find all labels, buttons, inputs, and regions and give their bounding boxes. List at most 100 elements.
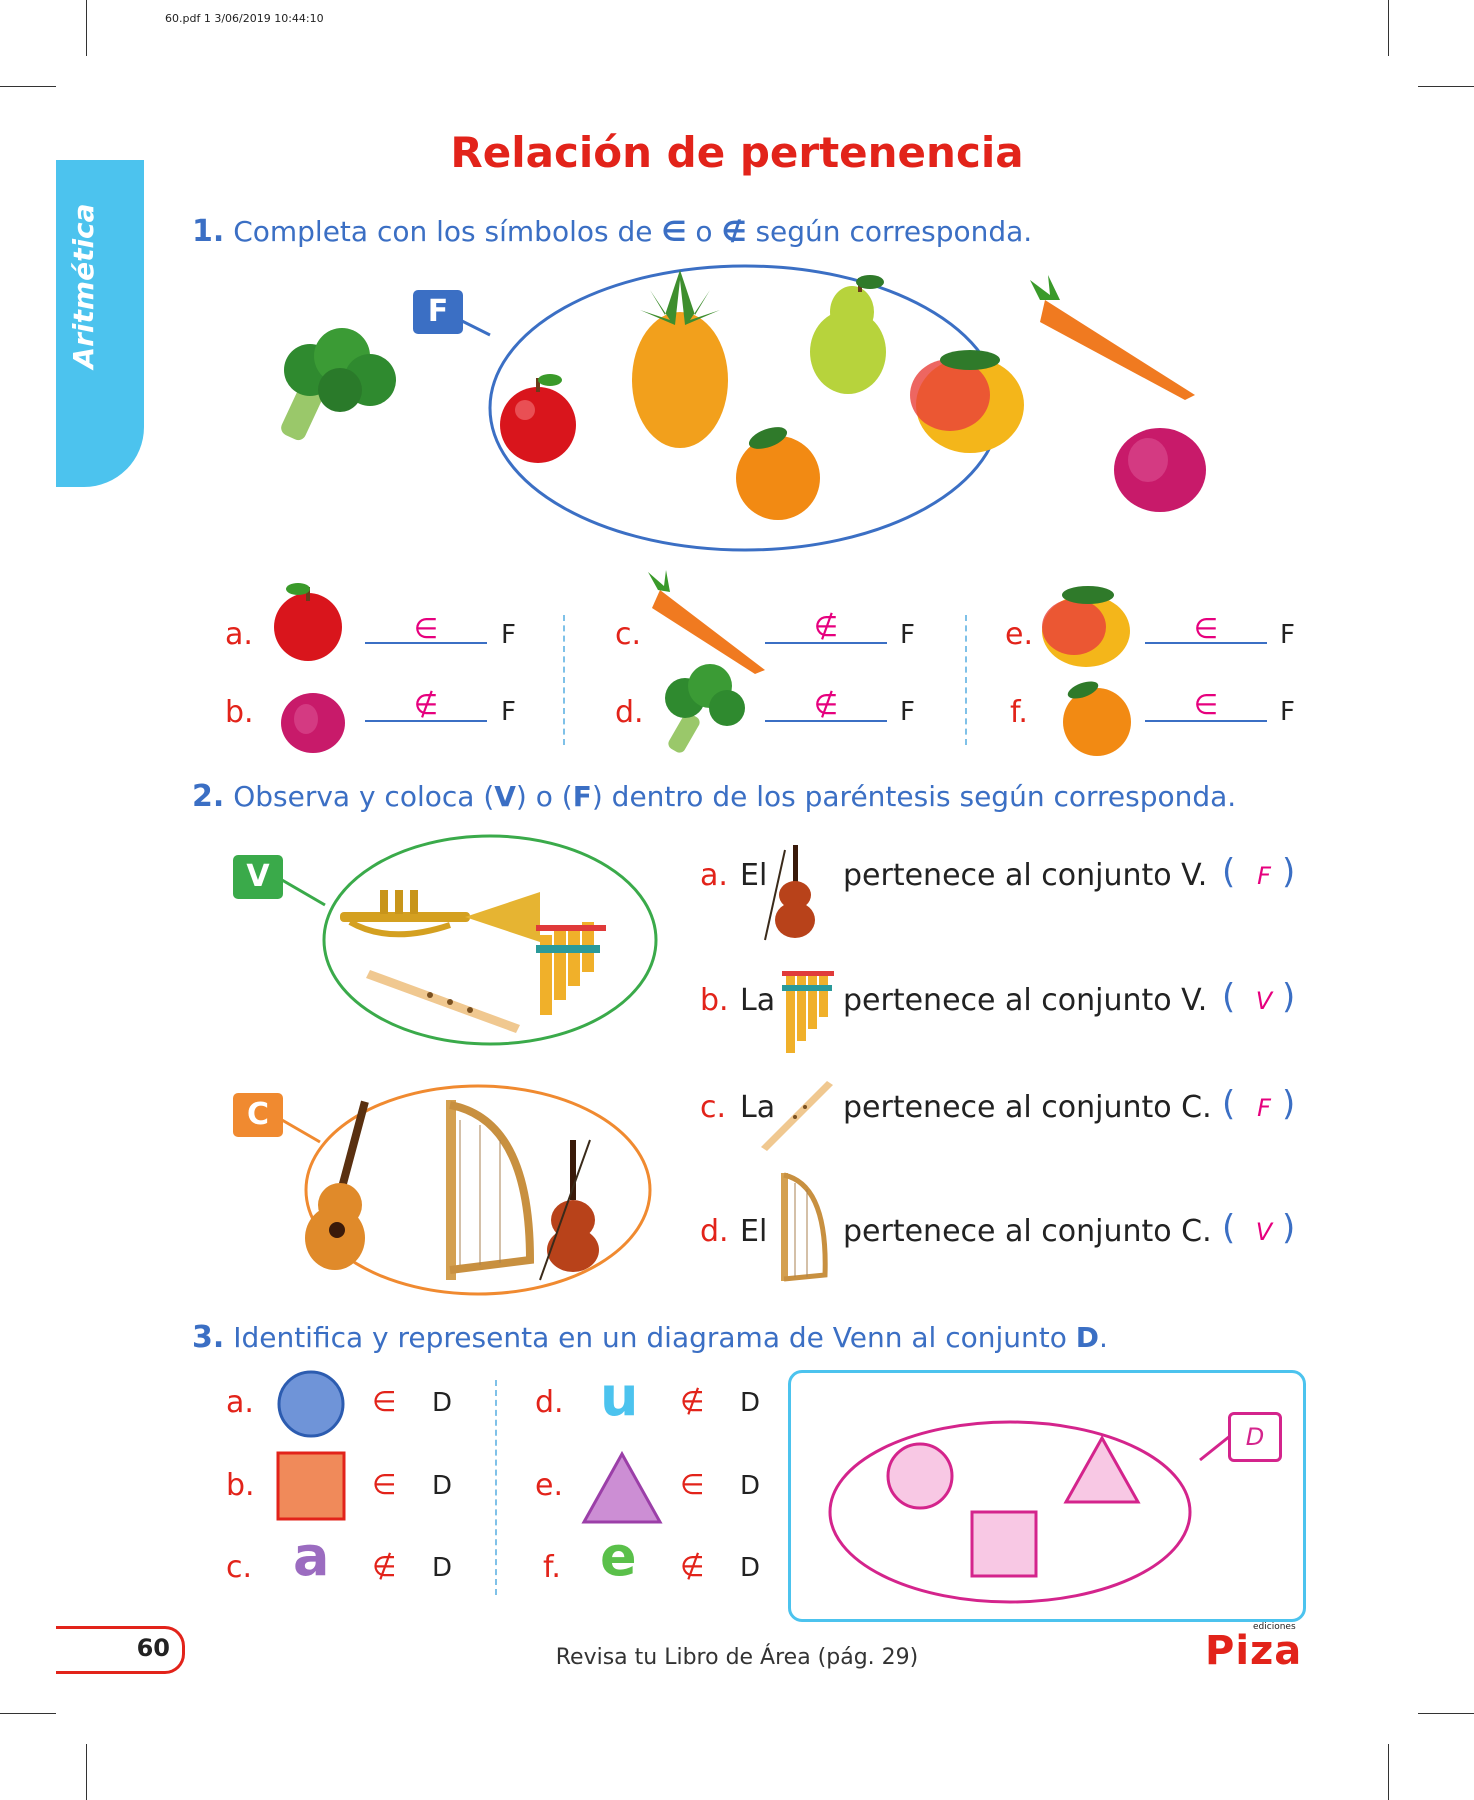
panpipe-icon bbox=[536, 922, 606, 1015]
harp-icon bbox=[781, 1172, 828, 1282]
page-number-box: 60 bbox=[56, 1626, 185, 1674]
set-letter: F bbox=[501, 620, 516, 650]
set-v-ellipse bbox=[322, 834, 658, 1046]
statement-article: El bbox=[740, 1214, 768, 1249]
row-letter: d. bbox=[615, 695, 644, 730]
row-letter: e. bbox=[1005, 617, 1033, 652]
set-v-badge: V bbox=[233, 855, 283, 899]
set-letter: F bbox=[900, 620, 915, 650]
row-letter: a. bbox=[225, 617, 253, 652]
set-letter: D bbox=[432, 1388, 453, 1418]
page-title: Relación de pertenencia bbox=[450, 128, 1024, 177]
onion-icon bbox=[281, 693, 345, 753]
crop-mark bbox=[86, 1744, 87, 1800]
divider bbox=[495, 1380, 497, 1595]
set-c-diagram bbox=[281, 1084, 652, 1296]
row-letter: b. bbox=[225, 695, 254, 730]
question-text: según corresponda. bbox=[755, 215, 1033, 248]
page-number: 60 bbox=[136, 1634, 170, 1662]
answer-input[interactable]: V bbox=[1255, 987, 1273, 1015]
paren-close: ) bbox=[1282, 1084, 1296, 1124]
set-letter: F bbox=[501, 697, 516, 727]
panpipe-icon bbox=[782, 971, 834, 1053]
question-number: 2. bbox=[192, 779, 225, 814]
fruit-set-diagram bbox=[281, 264, 1206, 552]
statement-letter: b. bbox=[700, 983, 729, 1018]
sidebar-label: Aritmética bbox=[67, 203, 100, 369]
row-letter: d. bbox=[535, 1385, 564, 1420]
set-c-badge: C bbox=[233, 1093, 283, 1137]
answer-symbol: ∉ bbox=[813, 610, 839, 643]
set-f-badge: F bbox=[413, 290, 463, 334]
answer-line bbox=[1145, 642, 1267, 644]
set-letter: D bbox=[432, 1553, 453, 1583]
set-letter: F bbox=[900, 697, 915, 727]
letter-u-glyph: u bbox=[600, 1365, 639, 1428]
recorder-flute-icon bbox=[366, 970, 520, 1033]
question-number: 1. bbox=[192, 214, 225, 249]
answer-line bbox=[1145, 720, 1267, 722]
statement-text: pertenece al conjunto C. bbox=[843, 1090, 1212, 1125]
paren-close: ) bbox=[1282, 977, 1296, 1017]
orange-icon bbox=[736, 427, 820, 520]
answer-symbol: ∉ bbox=[413, 688, 439, 721]
pear-icon bbox=[810, 275, 886, 394]
letter-a-glyph: a bbox=[293, 1525, 330, 1588]
question-text: o bbox=[695, 215, 713, 248]
apple-icon bbox=[500, 374, 576, 463]
question-text: Completa con los símbolos de bbox=[233, 215, 653, 248]
answer-input[interactable]: F bbox=[1257, 862, 1271, 890]
membership-symbol: ∉ bbox=[372, 1550, 397, 1583]
row-letter: c. bbox=[226, 1550, 253, 1585]
paren-close: ) bbox=[1282, 1208, 1296, 1248]
apple-icon bbox=[274, 583, 342, 661]
set-d-label: D bbox=[1228, 1412, 1282, 1462]
set-name: D bbox=[1075, 1321, 1100, 1354]
blue-circle-shape bbox=[277, 1370, 345, 1438]
paren-open: ( bbox=[1222, 1208, 1236, 1248]
crop-mark bbox=[86, 0, 87, 56]
paren-open: ( bbox=[1222, 1084, 1236, 1124]
circle-element bbox=[886, 1442, 954, 1510]
row-letter: f. bbox=[543, 1550, 561, 1585]
violin-icon bbox=[539, 1139, 599, 1281]
membership-symbol: ∈ bbox=[680, 1468, 705, 1501]
mango-icon bbox=[1042, 586, 1130, 667]
statement-text: pertenece al conjunto V. bbox=[843, 983, 1208, 1018]
set-letter: D bbox=[740, 1388, 761, 1418]
violin-icon bbox=[764, 845, 815, 941]
question-text: ) dentro de los paréntesis según corresp… bbox=[591, 780, 1237, 813]
paren-close: ) bbox=[1282, 852, 1296, 892]
period: . bbox=[1099, 1321, 1108, 1354]
answer-input[interactable]: V bbox=[1255, 1218, 1273, 1246]
crop-mark bbox=[0, 86, 56, 87]
answer-symbol: ∉ bbox=[813, 688, 839, 721]
membership-symbol: ∈ bbox=[372, 1385, 397, 1418]
publisher-logo: Piza ediciones bbox=[1205, 1622, 1303, 1674]
logo-subtext: ediciones bbox=[1253, 1622, 1296, 1632]
set-letter: F bbox=[1280, 620, 1295, 650]
purple-triangle-shape bbox=[581, 1450, 663, 1524]
statement-article: El bbox=[740, 858, 768, 893]
venn-diagram-d bbox=[828, 1420, 1231, 1604]
row-letter: f. bbox=[1010, 695, 1028, 730]
crop-mark bbox=[1418, 86, 1474, 87]
carrot-icon bbox=[648, 570, 765, 674]
membership-symbol: ∉ bbox=[680, 1550, 705, 1583]
paren-open: ( bbox=[1222, 977, 1236, 1017]
statement-letter: c. bbox=[700, 1090, 727, 1125]
paren-open: ( bbox=[1222, 852, 1236, 892]
print-header: 60.pdf 1 3/06/2019 10:44:10 bbox=[165, 12, 324, 25]
answer-symbol: ∈ bbox=[413, 612, 439, 645]
statement-text: pertenece al conjunto V. bbox=[843, 858, 1208, 893]
question-1: 1. Completa con los símbolos de ∈ o ∉ se… bbox=[192, 214, 1032, 249]
broccoli-icon bbox=[281, 328, 396, 441]
membership-symbol: ∈ bbox=[372, 1468, 397, 1501]
answer-line bbox=[765, 642, 887, 644]
row-letter: a. bbox=[226, 1385, 254, 1420]
onion-icon bbox=[1114, 428, 1206, 512]
trumpet-icon bbox=[340, 890, 540, 942]
crop-mark bbox=[1388, 0, 1389, 56]
logo-text: Piza bbox=[1205, 1628, 1303, 1674]
answer-input[interactable]: F bbox=[1257, 1094, 1271, 1122]
